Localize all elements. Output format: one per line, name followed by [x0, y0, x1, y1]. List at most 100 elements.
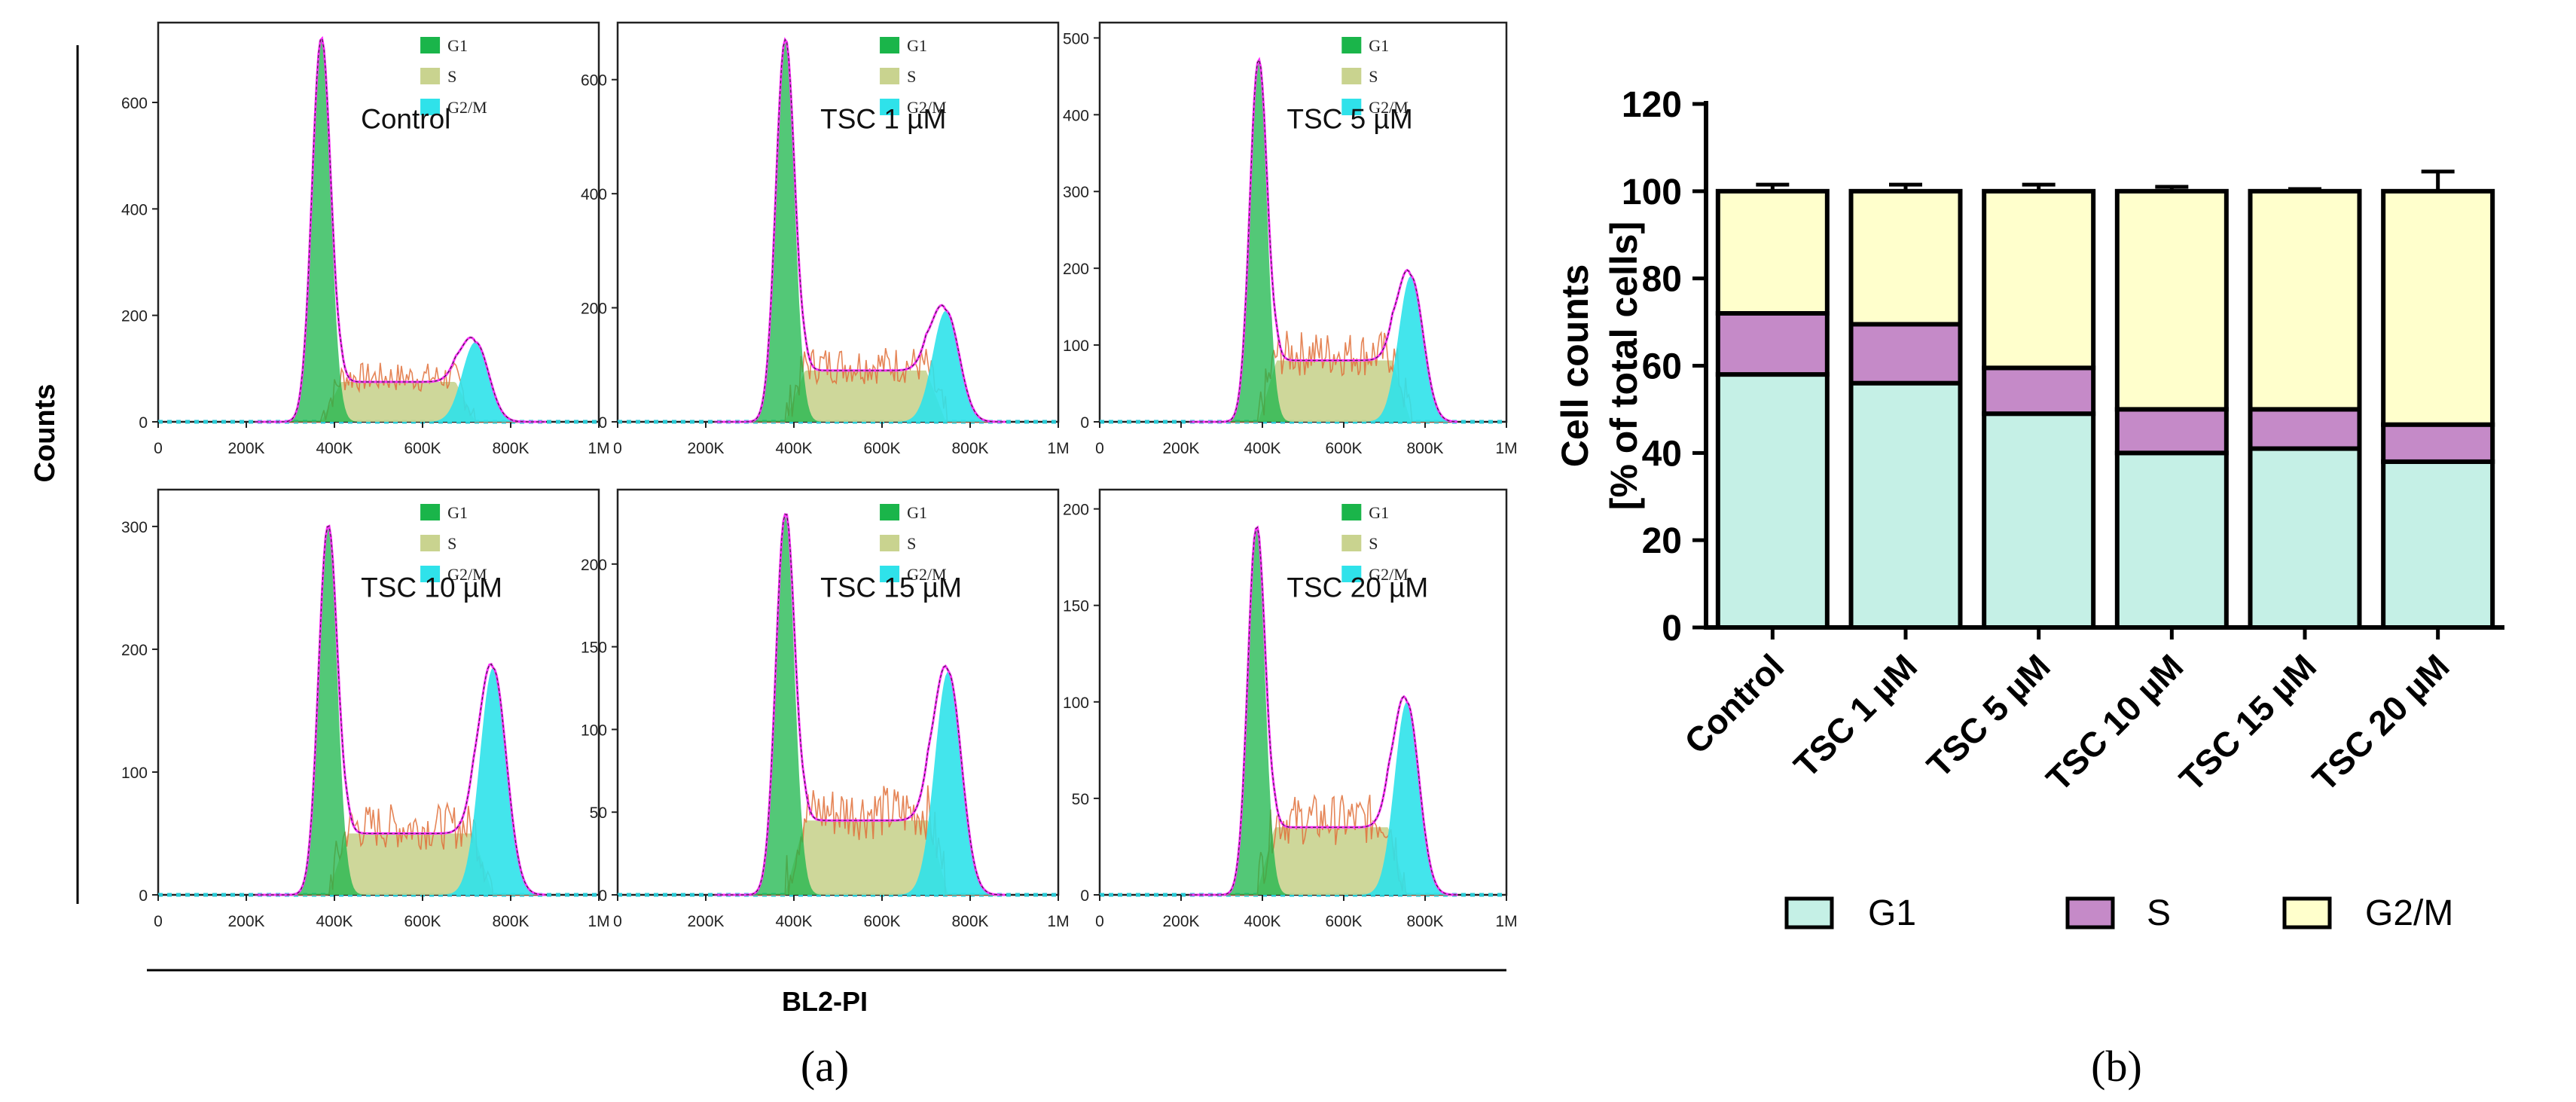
histogram-ytick-label-tsc-1-m: 200: [581, 301, 607, 318]
histogram-title-tsc-15-m: TSC 15 µM: [820, 572, 962, 603]
histogram-title-tsc-1-m: TSC 1 µM: [820, 103, 946, 134]
histogram-tsc-20-m: 0 50 100 150 200 0 200K 400K 600K 800K 1M G1 S G2/MTS…: [1063, 488, 1518, 930]
histogram-xtick-label-control: 800K: [492, 440, 529, 457]
histogram-xtick-label-tsc-5-m: 1M: [1495, 440, 1517, 457]
histogram-ytick-label-tsc-20-m: 200: [1063, 502, 1089, 519]
bar-g1-tsc-20-m: [2381, 459, 2495, 630]
histogram-xtick-label-tsc-15-m: 600K: [863, 913, 900, 930]
histogram-legend-swatch-s-tsc-15-m: [880, 535, 900, 551]
histogram-xtick-label-tsc-5-m: 200K: [1162, 440, 1199, 457]
histogram-ytick-label-tsc-1-m: 0: [598, 414, 607, 432]
histogram-ytick-label-control: 600: [121, 95, 148, 112]
histogram-xtick-label-tsc-10-m: 800K: [492, 913, 529, 930]
histogram-g1-area-tsc-15-m: [714, 514, 1006, 895]
histogram-legend-label-g2-m-tsc-5-m: G2/M: [1369, 98, 1409, 117]
histogram-xtick-label-tsc-1-m: 600K: [863, 440, 900, 457]
histogram-ytick-label-tsc-10-m: 300: [121, 519, 148, 536]
histogram-legend-swatch-g2-m-tsc-1-m: [880, 99, 900, 115]
histogram-fit-line-tsc-5-m: [1189, 58, 1458, 423]
histogram-g1-area-tsc-1-m: [714, 39, 1006, 422]
bar-ytick-label: 80: [1642, 260, 1682, 300]
bar-category-label-tsc-10-m: TSC 10 µM: [2038, 646, 2190, 798]
histogram-g1-area-tsc-20-m: [1189, 528, 1458, 895]
histogram-grid: 0 200 400 600 0 200K 400K 600K 800K 1M G1 S G2/M Cont…: [121, 21, 1518, 930]
histogram-ytick-label-tsc-15-m: 200: [581, 557, 607, 574]
histogram-g2m-area-tsc-20-m: [1189, 702, 1458, 895]
histogram-legend-swatch-s-control: [420, 68, 441, 84]
panel-a-xlabel: BL2-PI: [782, 986, 868, 1017]
histogram-legend-swatch-g1-tsc-15-m: [880, 504, 900, 520]
histogram-legend-label-g2-m-tsc-20-m: G2/M: [1369, 565, 1409, 584]
histogram-ytick-label-tsc-5-m: 400: [1063, 107, 1089, 124]
histogram-xtick-label-tsc-5-m: 800K: [1406, 440, 1443, 457]
bar-g2-m-tsc-20-m: [2381, 188, 2495, 427]
histogram-title-control: Control: [361, 103, 450, 134]
bar-ytick-label: 20: [1642, 521, 1682, 561]
histogram-frame-control: [157, 21, 600, 423]
histogram-tsc-5-m: 0 100 200 300 400 500 0 200K 400K 600K 800K 1M G1 S G2…: [1063, 21, 1518, 457]
bar-s-tsc-20-m: [2381, 422, 2495, 464]
histogram-legend-label-g2-m-tsc-1-m: G2/M: [907, 98, 947, 117]
histogram-legend-label-s-tsc-20-m: S: [1369, 534, 1378, 553]
histogram-g1-area-tsc-5-m: [1189, 63, 1458, 422]
histogram-ytick-label-tsc-15-m: 150: [581, 640, 607, 657]
histogram-xtick-label-tsc-5-m: 600K: [1325, 440, 1362, 457]
histogram-xtick-label-tsc-15-m: 0: [613, 913, 622, 930]
histogram-legend-swatch-g1-tsc-1-m: [880, 37, 900, 53]
bar-ytick-label: 120: [1622, 85, 1682, 125]
legend-label-g2m: G2/M: [2365, 893, 2453, 933]
histogram-xtick-label-tsc-10-m: 400K: [316, 913, 353, 930]
histogram-title-tsc-20-m: TSC 20 µM: [1286, 572, 1428, 603]
histogram-tsc-10-m: 0 100 200 300 0 200K 400K 600K 800K 1M G1 S G2/MTSC …: [121, 488, 610, 930]
histogram-xtick-label-tsc-20-m: 0: [1095, 913, 1104, 930]
bar-g2-m-tsc-15-m: [2248, 188, 2362, 412]
histogram-xtick-label-tsc-20-m: 800K: [1406, 913, 1443, 930]
histogram-legend-label-g2-m-tsc-15-m: G2/M: [907, 565, 947, 584]
histogram-legend-swatch-g2-m-tsc-15-m: [880, 566, 900, 582]
bar-g2-m-tsc-5-m: [1982, 188, 2096, 371]
histogram-fit-line-control: [255, 37, 546, 423]
histogram-ytick-label-tsc-10-m: 100: [121, 765, 148, 782]
histogram-legend-swatch-s-tsc-20-m: [1341, 535, 1362, 551]
histogram-legend-label-g1-tsc-1-m: G1: [907, 36, 927, 55]
histogram-g2m-area-tsc-5-m: [1189, 276, 1458, 422]
histogram-xtick-label-control: 1M: [588, 440, 609, 457]
legend-swatch-s: [2065, 896, 2115, 930]
histogram-legend-label-g1-tsc-15-m: G1: [907, 503, 927, 522]
histogram-legend-swatch-s-tsc-5-m: [1341, 68, 1362, 84]
bar-g2-m-tsc-1-m: [1848, 188, 1963, 327]
bar-g2-m-tsc-10-m: [2114, 188, 2229, 412]
histogram-legend-label-s-tsc-10-m: S: [447, 534, 456, 553]
histogram-legend-label-g2-m-tsc-10-m: G2/M: [447, 565, 487, 584]
histogram-xtick-label-tsc-15-m: 1M: [1047, 913, 1069, 930]
histogram-control: 0 200 400 600 0 200K 400K 600K 800K 1M G1 S G2/MCont…: [121, 21, 610, 457]
bar-ylabel-line-2: [% of total cells]: [1603, 221, 1645, 510]
histogram-legend-label-s-control: S: [447, 67, 456, 86]
histogram-legend-label-g1-tsc-10-m: G1: [447, 503, 468, 522]
legend-label-g1: G1: [1868, 893, 1916, 933]
bar-ylabel-line-1: Cell counts: [1554, 264, 1596, 467]
histogram-legend-label-s-tsc-15-m: S: [907, 534, 916, 553]
histogram-legend-swatch-g1-tsc-5-m: [1341, 37, 1362, 53]
bar-g1-control: [1715, 372, 1830, 630]
bar-ytick-label: 60: [1642, 347, 1682, 387]
histogram-tsc-15-m: 0 50 100 150 200 0 200K 400K 600K 800K 1M G1 S G2/MTS…: [581, 488, 1070, 930]
histogram-legend-swatch-g1-control: [420, 37, 441, 53]
histogram-ytick-label-control: 0: [139, 414, 148, 432]
histogram-xtick-label-tsc-20-m: 1M: [1495, 913, 1517, 930]
histogram-title-tsc-5-m: TSC 5 µM: [1286, 103, 1412, 134]
histogram-g2m-area-tsc-10-m: [255, 667, 546, 895]
histogram-ytick-label-tsc-1-m: 600: [581, 72, 607, 90]
legend-swatch-g2m: [2282, 896, 2332, 930]
histogram-xtick-label-tsc-15-m: 200K: [687, 913, 724, 930]
legend-label-s: S: [2147, 893, 2171, 933]
histogram-ytick-label-tsc-5-m: 500: [1063, 30, 1089, 47]
histogram-legend-label-s-tsc-1-m: S: [907, 67, 916, 86]
histogram-fit-line-tsc-20-m: [1189, 527, 1458, 896]
histogram-legend-swatch-g1-tsc-20-m: [1341, 504, 1362, 520]
histogram-xtick-label-control: 200K: [227, 440, 264, 457]
histogram-fit-line-tsc-15-m: [714, 514, 1006, 896]
histogram-xtick-label-tsc-10-m: 0: [154, 913, 163, 930]
histogram-ytick-label-tsc-20-m: 50: [1072, 791, 1089, 808]
